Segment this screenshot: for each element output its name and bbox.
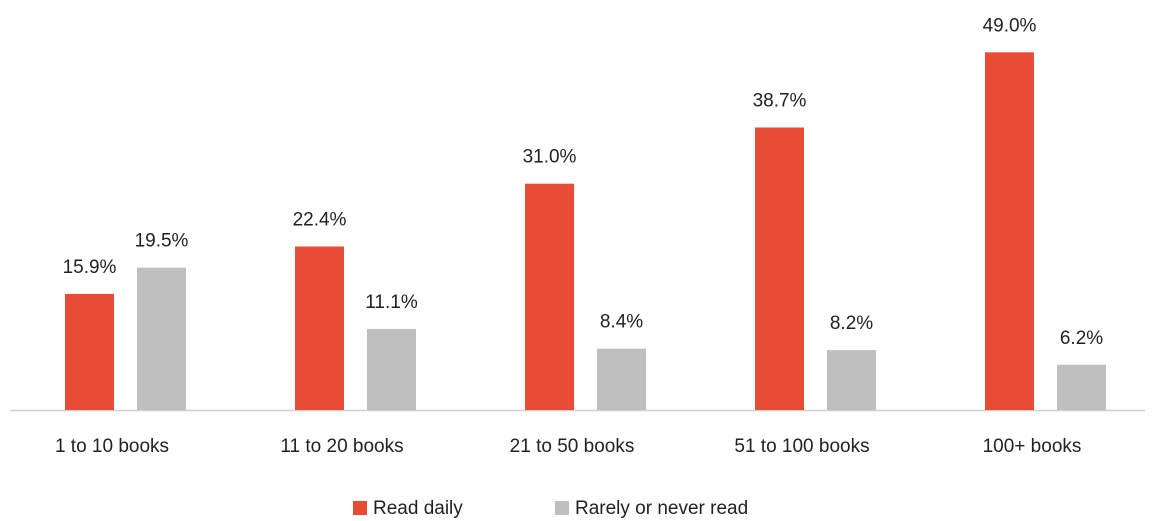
legend-label: Read daily bbox=[373, 498, 463, 519]
bar bbox=[827, 350, 876, 410]
data-label: 31.0% bbox=[523, 147, 577, 168]
bar bbox=[525, 183, 574, 410]
x-tick-label: 21 to 50 books bbox=[510, 436, 635, 457]
x-tick-label: 100+ books bbox=[983, 436, 1082, 457]
bar bbox=[597, 348, 646, 410]
bar bbox=[985, 52, 1034, 411]
data-label: 49.0% bbox=[983, 15, 1037, 36]
data-label: 22.4% bbox=[293, 209, 347, 230]
legend-label: Rarely or never read bbox=[575, 498, 748, 519]
bar bbox=[65, 293, 114, 410]
data-label: 8.2% bbox=[830, 313, 873, 334]
data-label: 19.5% bbox=[135, 231, 189, 252]
data-label: 38.7% bbox=[753, 91, 807, 112]
data-label: 11.1% bbox=[365, 292, 418, 313]
x-tick-label: 51 to 100 books bbox=[734, 436, 869, 457]
bar bbox=[295, 246, 344, 410]
legend-swatch bbox=[555, 501, 569, 515]
bar bbox=[1057, 364, 1106, 410]
data-label: 8.4% bbox=[600, 312, 643, 333]
bar bbox=[367, 328, 416, 410]
x-tick-label: 11 to 20 books bbox=[280, 436, 403, 457]
data-label: 15.9% bbox=[63, 257, 117, 278]
data-label: 6.2% bbox=[1060, 328, 1103, 349]
x-tick-label: 1 to 10 books bbox=[55, 436, 169, 457]
legend-swatch bbox=[353, 501, 367, 515]
bar bbox=[137, 267, 186, 410]
bar bbox=[755, 127, 804, 411]
